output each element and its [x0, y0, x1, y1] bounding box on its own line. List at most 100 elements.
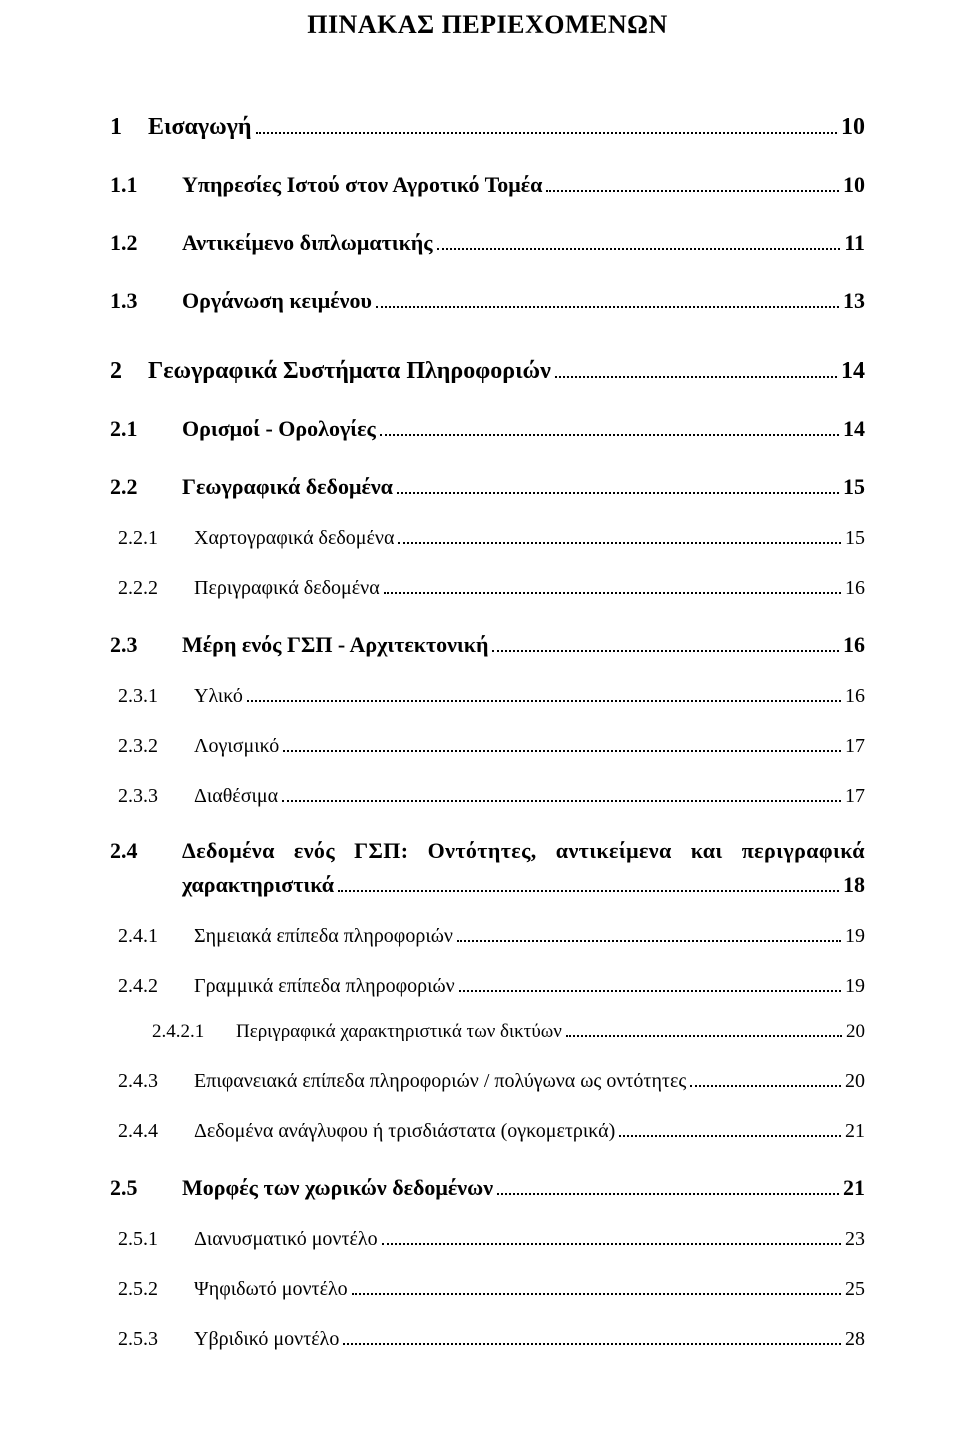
toc-leader [338, 870, 839, 892]
toc-label: Υβριδικό μοντέλο [194, 1328, 339, 1351]
toc-label: Περιγραφικά δεδομένα [194, 577, 380, 600]
toc-page-number: 10 [843, 172, 865, 198]
toc-page-number: 28 [845, 1328, 865, 1351]
toc-number: 2.4.2.1 [110, 1021, 236, 1043]
toc-page-number: 11 [844, 230, 865, 256]
toc-number: 2.2.1 [110, 527, 194, 550]
toc-entry: 2.3.1Υλικό16 [110, 682, 865, 708]
toc-page-number: 14 [843, 416, 865, 442]
toc-leader [380, 415, 839, 437]
toc-page-number: 21 [845, 1120, 865, 1143]
toc-number: 2.5.3 [110, 1328, 194, 1351]
toc-entry: 2.3.2Λογισμικό17 [110, 732, 865, 758]
toc-page-number: 10 [841, 114, 865, 141]
toc-label: Σημειακά επίπεδα πληροφοριών [194, 925, 453, 948]
toc-page-number: 16 [843, 632, 865, 658]
toc-number: 2.5.1 [110, 1228, 194, 1251]
toc-entry: 2.4.3Επιφανειακά επίπεδα πληροφοριών / π… [110, 1067, 865, 1093]
toc-entry: 2.5Μορφές των χωρικών δεδομένων21 [110, 1173, 865, 1201]
toc-page-number: 17 [845, 785, 865, 808]
toc-label: Λογισμικό [194, 735, 279, 758]
toc-entry: 1Εισαγωγή 10 [110, 110, 865, 141]
toc-entry: 2.2Γεωγραφικά δεδομένα 15 [110, 472, 865, 500]
toc-label: Μέρη ενός ΓΣΠ - Αρχιτεκτονική [182, 632, 488, 658]
toc-leader [459, 972, 841, 992]
toc-entry: 2.4.1Σημειακά επίπεδα πληροφοριών 19 [110, 922, 865, 948]
toc-entry: 2.4ΔεδομέναενόςΓΣΠ:Οντότητες,αντικείμενα… [110, 838, 865, 898]
toc-leader [690, 1067, 841, 1087]
toc-leader [437, 228, 841, 250]
toc-label: Αντικείμενο διπλωματικής [182, 230, 433, 256]
toc-label: Περιγραφικά χαρακτηριστικά των δικτύων [236, 1021, 562, 1043]
toc-number: 2.4.4 [110, 1120, 194, 1143]
toc-entry: 1.2Αντικείμενο διπλωματικής 11 [110, 228, 865, 256]
toc-label: Ορισμοί - Ορολογίες [182, 416, 376, 442]
toc-number: 2.4.1 [110, 925, 194, 948]
toc-page-number: 20 [845, 1070, 865, 1093]
toc-page-number: 23 [845, 1228, 865, 1251]
toc-label: χαρακτηριστικά [182, 872, 334, 898]
toc-leader [282, 782, 841, 802]
toc-number: 2 [110, 358, 148, 385]
toc-label: Ψηφιδωτό μοντέλο [194, 1278, 348, 1301]
toc-page-number: 17 [845, 735, 865, 758]
toc-leader [619, 1117, 841, 1137]
toc-number: 2.4 [110, 838, 182, 864]
toc-number: 2.3.1 [110, 685, 194, 708]
toc-label: Υπηρεσίες Ιστού στον Αγροτικό Τομέα [182, 172, 542, 198]
toc-entry: 2.5.3Υβριδικό μοντέλο 28 [110, 1325, 865, 1351]
toc-label: Γραμμικά επίπεδα πληροφοριών [194, 975, 455, 998]
toc-entry: 2.1Ορισμοί - Ορολογίες 14 [110, 415, 865, 443]
toc-entry: 2.2.1Χαρτογραφικά δεδομένα15 [110, 524, 865, 550]
toc-leader [352, 1275, 841, 1295]
toc-number: 2.3.3 [110, 785, 194, 808]
toc-page-number: 19 [845, 975, 865, 998]
toc-number: 1.2 [110, 230, 182, 256]
toc-body: 1Εισαγωγή 10 1.1Υπηρεσίες Ιστού στον Αγροτ… [110, 110, 865, 1351]
toc-leader [566, 1018, 842, 1037]
toc-page-number: 25 [845, 1278, 865, 1301]
toc-number: 2.5 [110, 1175, 182, 1201]
toc-entry: 1.3Οργάνωση κειμένου13 [110, 286, 865, 314]
toc-label: Γεωγραφικά δεδομένα [182, 474, 393, 500]
toc-number: 2.3 [110, 632, 182, 658]
toc-entry: 2.3Μέρη ενός ΓΣΠ - Αρχιτεκτονική 16 [110, 630, 865, 658]
toc-number: 1.3 [110, 288, 182, 314]
toc-entry: 2.4.4Δεδομένα ανάγλυφου ή τρισδιάστατα (… [110, 1117, 865, 1143]
toc-leader [247, 682, 841, 702]
toc-leader [497, 1173, 839, 1195]
toc-leader [492, 630, 839, 652]
toc-number: 1.1 [110, 172, 182, 198]
toc-label: Μορφές των χωρικών δεδομένων [182, 1175, 493, 1201]
toc-page-number: 14 [841, 358, 865, 385]
toc-leader [376, 286, 839, 308]
toc-label: Δεδομένα ανάγλυφου ή τρισδιάστατα (ογκομ… [194, 1120, 615, 1143]
toc-label: ΔεδομέναενόςΓΣΠ:Οντότητες,αντικείμενακαι… [182, 838, 865, 864]
toc-label: Διανυσματικό μοντέλο [194, 1228, 378, 1251]
toc-leader [398, 524, 841, 544]
toc-leader [343, 1325, 841, 1345]
toc-leader [457, 922, 841, 942]
toc-number: 2.5.2 [110, 1278, 194, 1301]
toc-number: 2.4.2 [110, 975, 194, 998]
toc-page-number: 19 [845, 925, 865, 948]
toc-label: Οργάνωση κειμένου [182, 288, 372, 314]
toc-entry: 2.5.1Διανυσματικό μοντέλο 23 [110, 1225, 865, 1251]
toc-number: 2.4.3 [110, 1070, 194, 1093]
toc-number: 2.1 [110, 416, 182, 442]
toc-entry: 2.2.2Περιγραφικά δεδομένα16 [110, 574, 865, 600]
toc-label: Γεωγραφικά Συστήματα Πληροφοριών [148, 358, 551, 385]
toc-title: ΠΙΝΑΚΑΣ ΠΕΡΙΕΧΟΜΕΝΩΝ [110, 10, 865, 40]
toc-page-number: 20 [846, 1021, 865, 1043]
toc-page: ΠΙΝΑΚΑΣ ΠΕΡΙΕΧΟΜΕΝΩΝ 1Εισαγωγή 10 1.1Υπηρε… [0, 0, 960, 1447]
toc-entry: 2.4.2Γραμμικά επίπεδα πληροφοριών 19 [110, 972, 865, 998]
toc-page-number: 16 [845, 577, 865, 600]
toc-page-number: 15 [843, 474, 865, 500]
toc-page-number: 16 [845, 685, 865, 708]
toc-number: 1 [110, 114, 148, 141]
toc-label: Επιφανειακά επίπεδα πληροφοριών / πολύγω… [194, 1070, 686, 1093]
toc-label: Εισαγωγή [148, 114, 252, 141]
toc-number: 2.2 [110, 474, 182, 500]
toc-page-number: 15 [845, 527, 865, 550]
toc-leader [384, 574, 841, 594]
